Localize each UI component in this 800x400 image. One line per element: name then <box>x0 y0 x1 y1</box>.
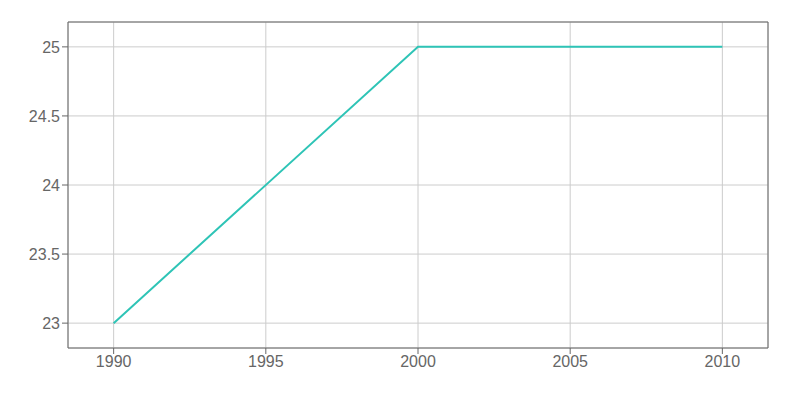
svg-text:2010: 2010 <box>705 353 741 370</box>
svg-text:23.5: 23.5 <box>29 246 60 263</box>
svg-text:24: 24 <box>42 177 60 194</box>
svg-text:1995: 1995 <box>248 353 284 370</box>
svg-text:2000: 2000 <box>400 353 436 370</box>
svg-text:2005: 2005 <box>552 353 588 370</box>
svg-text:24.5: 24.5 <box>29 108 60 125</box>
svg-text:25: 25 <box>42 39 60 56</box>
svg-text:23: 23 <box>42 315 60 332</box>
svg-text:1990: 1990 <box>96 353 132 370</box>
